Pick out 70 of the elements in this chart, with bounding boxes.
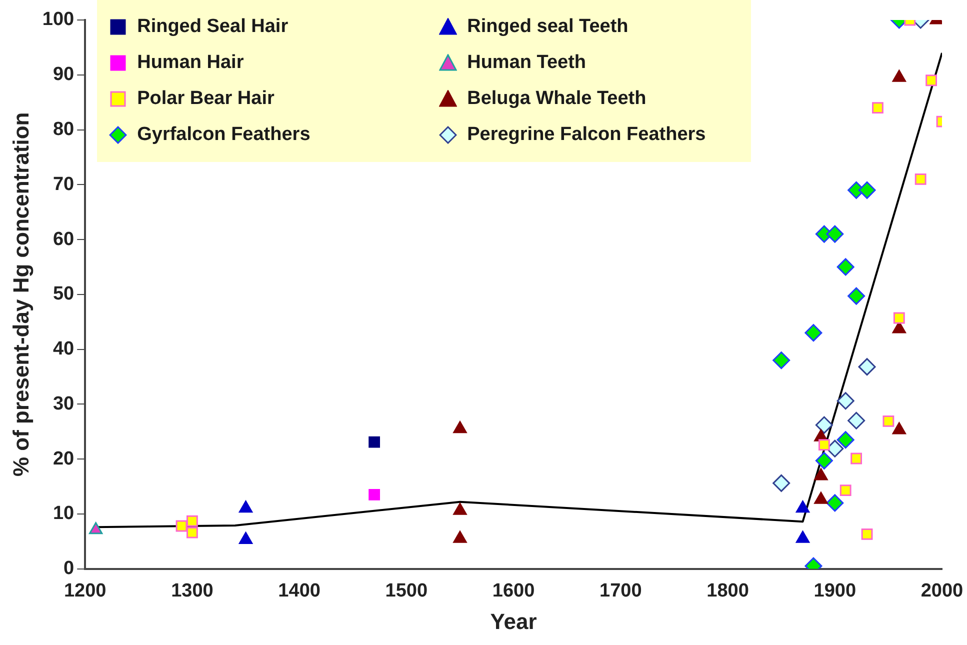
legend-label: Human Hair	[137, 52, 244, 74]
y-tick-label: 10	[52, 503, 74, 524]
point	[804, 324, 822, 342]
legend-label: Ringed Seal Hair	[137, 16, 288, 38]
legend-label: Ringed seal Teeth	[467, 16, 628, 38]
point	[840, 484, 852, 496]
point	[796, 500, 810, 513]
point	[796, 530, 810, 543]
point	[814, 468, 828, 480]
point	[453, 502, 467, 515]
legend-label: Gyrfalcon Feathers	[137, 124, 310, 146]
y-tick-label: 30	[52, 393, 74, 414]
point	[914, 173, 926, 185]
point	[848, 287, 866, 305]
point	[818, 439, 830, 450]
x-tick-label: 2000	[920, 580, 964, 602]
point	[836, 258, 854, 276]
point	[814, 492, 828, 504]
point	[848, 412, 866, 430]
y-tick-label: 60	[52, 228, 74, 250]
point	[186, 515, 198, 527]
point	[453, 421, 467, 434]
x-tick-label: 1300	[171, 580, 214, 602]
legend-label: Peregrine Falcon Feathers	[467, 124, 706, 146]
point	[368, 489, 380, 500]
point	[882, 415, 894, 427]
point	[826, 494, 844, 512]
point	[826, 225, 844, 243]
point	[772, 352, 790, 370]
point	[836, 392, 854, 410]
point	[893, 312, 905, 324]
point	[772, 474, 790, 492]
y-tick-label: 0	[64, 558, 74, 580]
point	[861, 528, 873, 540]
x-tick-label: 1400	[278, 580, 320, 602]
point	[858, 358, 876, 376]
point	[836, 431, 854, 449]
x-tick-label: 1600	[492, 580, 535, 602]
legend-label: Polar Bear Hair	[137, 88, 274, 110]
point	[453, 530, 467, 543]
x-tick-label: 1700	[600, 580, 642, 602]
point	[89, 522, 103, 534]
y-tick-label: 70	[52, 174, 74, 195]
x-tick-label: 1900	[814, 580, 856, 602]
x-tick-label: 1800	[706, 580, 749, 602]
y-tick-label: 20	[52, 448, 74, 470]
point	[238, 500, 253, 513]
point	[368, 436, 380, 448]
point	[926, 74, 937, 86]
y-axis-title: % of present-day Hg concentration	[8, 112, 34, 477]
point	[858, 181, 876, 199]
point	[850, 452, 862, 464]
x-tick-label: 1200	[64, 580, 106, 602]
y-tick-label: 90	[52, 64, 74, 86]
point	[186, 526, 198, 538]
y-tick-label: 40	[52, 338, 74, 360]
point	[815, 416, 833, 434]
y-tick-label: 100	[42, 9, 74, 30]
y-tick-label: 50	[52, 284, 74, 305]
x-tick-label: 1500	[385, 580, 428, 602]
point	[238, 532, 253, 544]
point	[176, 520, 188, 532]
legend-label: Beluga Whale Teeth	[467, 88, 646, 110]
point	[815, 452, 833, 470]
y-tick-label: 80	[52, 118, 74, 140]
legend-label: Human Teeth	[467, 52, 586, 74]
point	[826, 440, 844, 458]
point	[872, 102, 884, 114]
point	[892, 422, 906, 434]
x-axis-title: Year	[490, 608, 538, 634]
